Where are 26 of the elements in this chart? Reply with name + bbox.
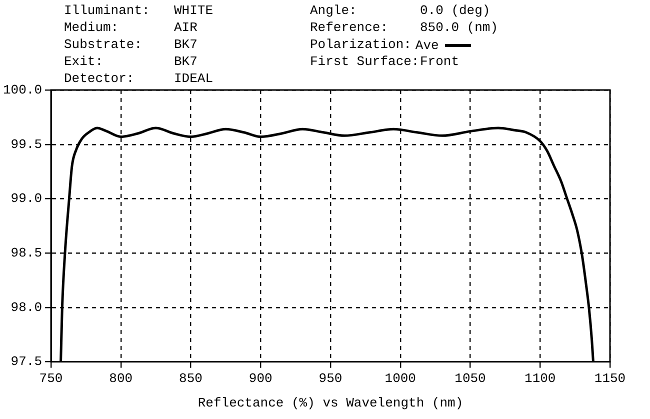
x-tick-label: 800 <box>109 371 133 386</box>
text: Medium: AIR <box>64 20 198 35</box>
y-tick-label: 99.0 <box>10 191 42 206</box>
x-axis-title: Reflectance (%) vs Wavelength (nm) <box>198 396 464 411</box>
x-tick-label: 850 <box>179 371 202 386</box>
x-tick-label: 750 <box>39 371 63 386</box>
text: Detector: IDEAL <box>64 71 214 86</box>
y-tick-label: 97.5 <box>10 354 42 370</box>
text: First Surface:Front <box>310 54 460 71</box>
text: Angle: 0.0 (deg) <box>310 3 490 18</box>
y-tick-label: 98.0 <box>10 300 42 315</box>
legend-label: Ave <box>415 38 439 53</box>
x-tick-label: 1150 <box>594 371 626 386</box>
y-tick-label: 99.5 <box>10 136 42 152</box>
x-tick-label: 900 <box>248 371 272 386</box>
y-tick-label: 100.0 <box>2 82 42 98</box>
x-tick-label: 1050 <box>454 371 486 386</box>
y-tick-label: 98.5 <box>10 246 42 261</box>
x-tick-label: 950 <box>318 371 342 386</box>
x-tick-label: 1100 <box>524 371 556 386</box>
text: Substrate: BK7 <box>64 37 198 52</box>
text: Polarization: <box>310 37 412 54</box>
text: Reference: 850.0 (nm) <box>310 20 498 35</box>
text: Illuminant: WHITE <box>64 3 214 18</box>
text: Exit: BK7 <box>64 54 198 69</box>
x-tick-label: 1000 <box>384 371 416 386</box>
